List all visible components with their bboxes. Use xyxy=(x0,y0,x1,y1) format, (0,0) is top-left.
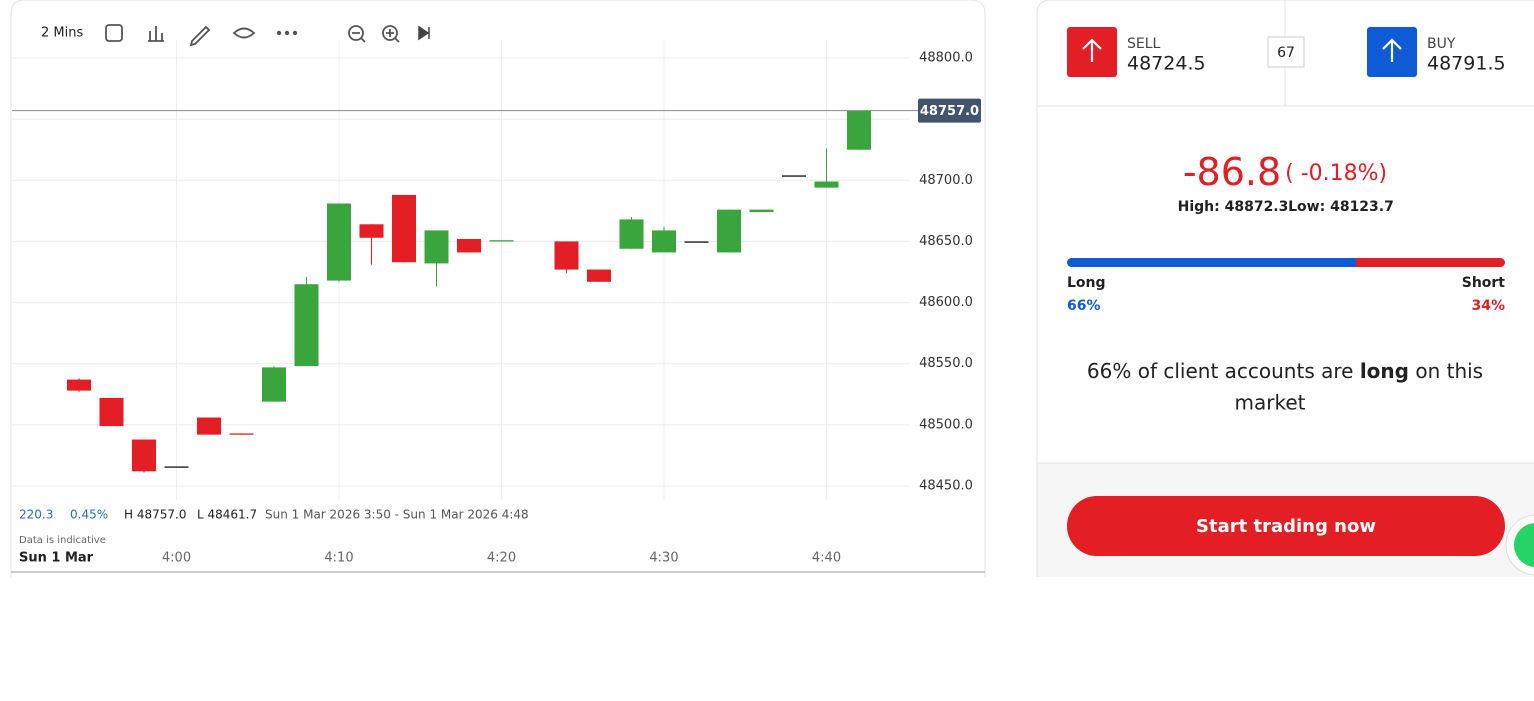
candle-body xyxy=(359,224,384,238)
candle-body xyxy=(684,241,709,243)
long-bar-edge xyxy=(1351,258,1357,267)
long-label: Long xyxy=(1067,275,1106,291)
last-price-tag xyxy=(918,98,981,123)
button-label[interactable]: Start trading now xyxy=(1196,516,1376,537)
sell-price: 48724.5 xyxy=(1127,53,1206,75)
toolbar-icons xyxy=(105,24,400,47)
short-label: Short xyxy=(1462,275,1506,291)
x-tick-label: 4:10 xyxy=(324,551,353,566)
info-high: H 48757.0 xyxy=(124,508,186,522)
spread: 67 xyxy=(1277,45,1295,61)
info-low: L 48461.7 xyxy=(197,508,257,522)
change-percent: ( -0.18%) xyxy=(1285,161,1387,186)
x-tick-label: 4:40 xyxy=(812,551,841,566)
candle-body xyxy=(749,209,774,213)
interval-button[interactable]: 2 Mins xyxy=(41,26,83,41)
last-price-label: 48757.0 xyxy=(920,104,979,119)
candle-body xyxy=(652,230,676,253)
candle-body xyxy=(424,230,449,264)
x-tick-label: 4:20 xyxy=(487,551,516,566)
daily-change: -86.8( -0.18%) xyxy=(1183,150,1387,194)
candle-body xyxy=(197,417,221,435)
candle-body xyxy=(847,110,871,150)
skip-end-icon[interactable] xyxy=(418,25,430,41)
y-tick-label: 48650.0 xyxy=(919,234,973,249)
chart-panel xyxy=(10,0,986,577)
short-percent: 34% xyxy=(1471,298,1505,314)
text: long xyxy=(1360,359,1409,383)
candle-body xyxy=(717,209,741,253)
sell-label: SELL xyxy=(1127,36,1161,52)
whatsapp-icon xyxy=(1514,523,1534,567)
y-tick-label: 48550.0 xyxy=(919,356,973,371)
change-percent: 0.45% xyxy=(70,508,108,522)
disclaimer: Data is indicative xyxy=(19,535,106,546)
candle-body xyxy=(99,397,124,427)
arrow-icon xyxy=(1082,38,1102,62)
candle-body xyxy=(132,439,156,472)
change-value: -86.8 xyxy=(1183,150,1281,194)
buy-price: 48791.5 xyxy=(1427,53,1506,75)
short-bar xyxy=(1351,258,1505,267)
candle-body xyxy=(489,240,514,242)
draw-icon[interactable] xyxy=(189,25,211,47)
zoom-in-icon[interactable] xyxy=(382,25,398,41)
change-points: 220.3 xyxy=(19,508,53,522)
candle-body xyxy=(554,241,579,270)
sentiment-text: market xyxy=(1235,391,1306,415)
candle-body xyxy=(457,238,481,253)
start-trading-button[interactable] xyxy=(1067,496,1505,556)
candle-body xyxy=(327,203,351,281)
candle-body xyxy=(814,181,839,188)
buy-label: BUY xyxy=(1427,36,1456,52)
candle-body xyxy=(619,219,644,249)
candle-body xyxy=(67,379,91,391)
y-tick-label: 48500.0 xyxy=(919,417,973,432)
date-label: Sun 1 Mar xyxy=(19,551,94,566)
long-percent: 66% xyxy=(1067,298,1101,314)
text: 66% of client accounts are xyxy=(1087,359,1354,383)
plot: 48450.0 48500.0 48550.0 48600.0 48650.0 48700… xyxy=(12,51,981,566)
y-tick-label: 48600.0 xyxy=(919,295,973,310)
spread-box xyxy=(1267,36,1305,68)
indicators-icon[interactable] xyxy=(148,26,164,42)
y-tick-label: 48700.0 xyxy=(919,173,973,188)
day-low: Low: 48123.7 xyxy=(1288,199,1394,215)
candle-body xyxy=(262,367,286,402)
candle-body xyxy=(229,433,254,435)
x-tick-label: 4:30 xyxy=(649,551,678,566)
long-bar xyxy=(1067,258,1357,267)
text: on this xyxy=(1415,359,1483,383)
grid xyxy=(12,40,910,500)
candle-body xyxy=(587,269,611,282)
blank-area xyxy=(0,577,1534,701)
candle-body xyxy=(294,284,319,367)
x-tick-label: 4:00 xyxy=(162,551,191,566)
sentiment-bar xyxy=(1067,258,1505,267)
candle-body xyxy=(782,175,806,177)
candle-body xyxy=(392,194,416,263)
side-panel xyxy=(1036,0,1534,577)
y-tick-label: 48450.0 xyxy=(919,479,973,494)
arrow-icon xyxy=(1382,38,1402,62)
candle-body xyxy=(164,466,189,468)
view-icon[interactable] xyxy=(232,27,256,39)
y-tick-label: 48800.0 xyxy=(919,51,973,66)
zoom-out-icon[interactable] xyxy=(348,25,364,41)
calendar-icon[interactable] xyxy=(105,24,123,42)
info-range: Sun 1 Mar 2026 3:50 - Sun 1 Mar 2026 4:4… xyxy=(265,508,529,522)
sentiment-text: 66% of client accounts are long on this xyxy=(1087,359,1483,383)
day-high: High: 48872.3 xyxy=(1178,199,1289,215)
more-icon[interactable] xyxy=(276,30,298,36)
